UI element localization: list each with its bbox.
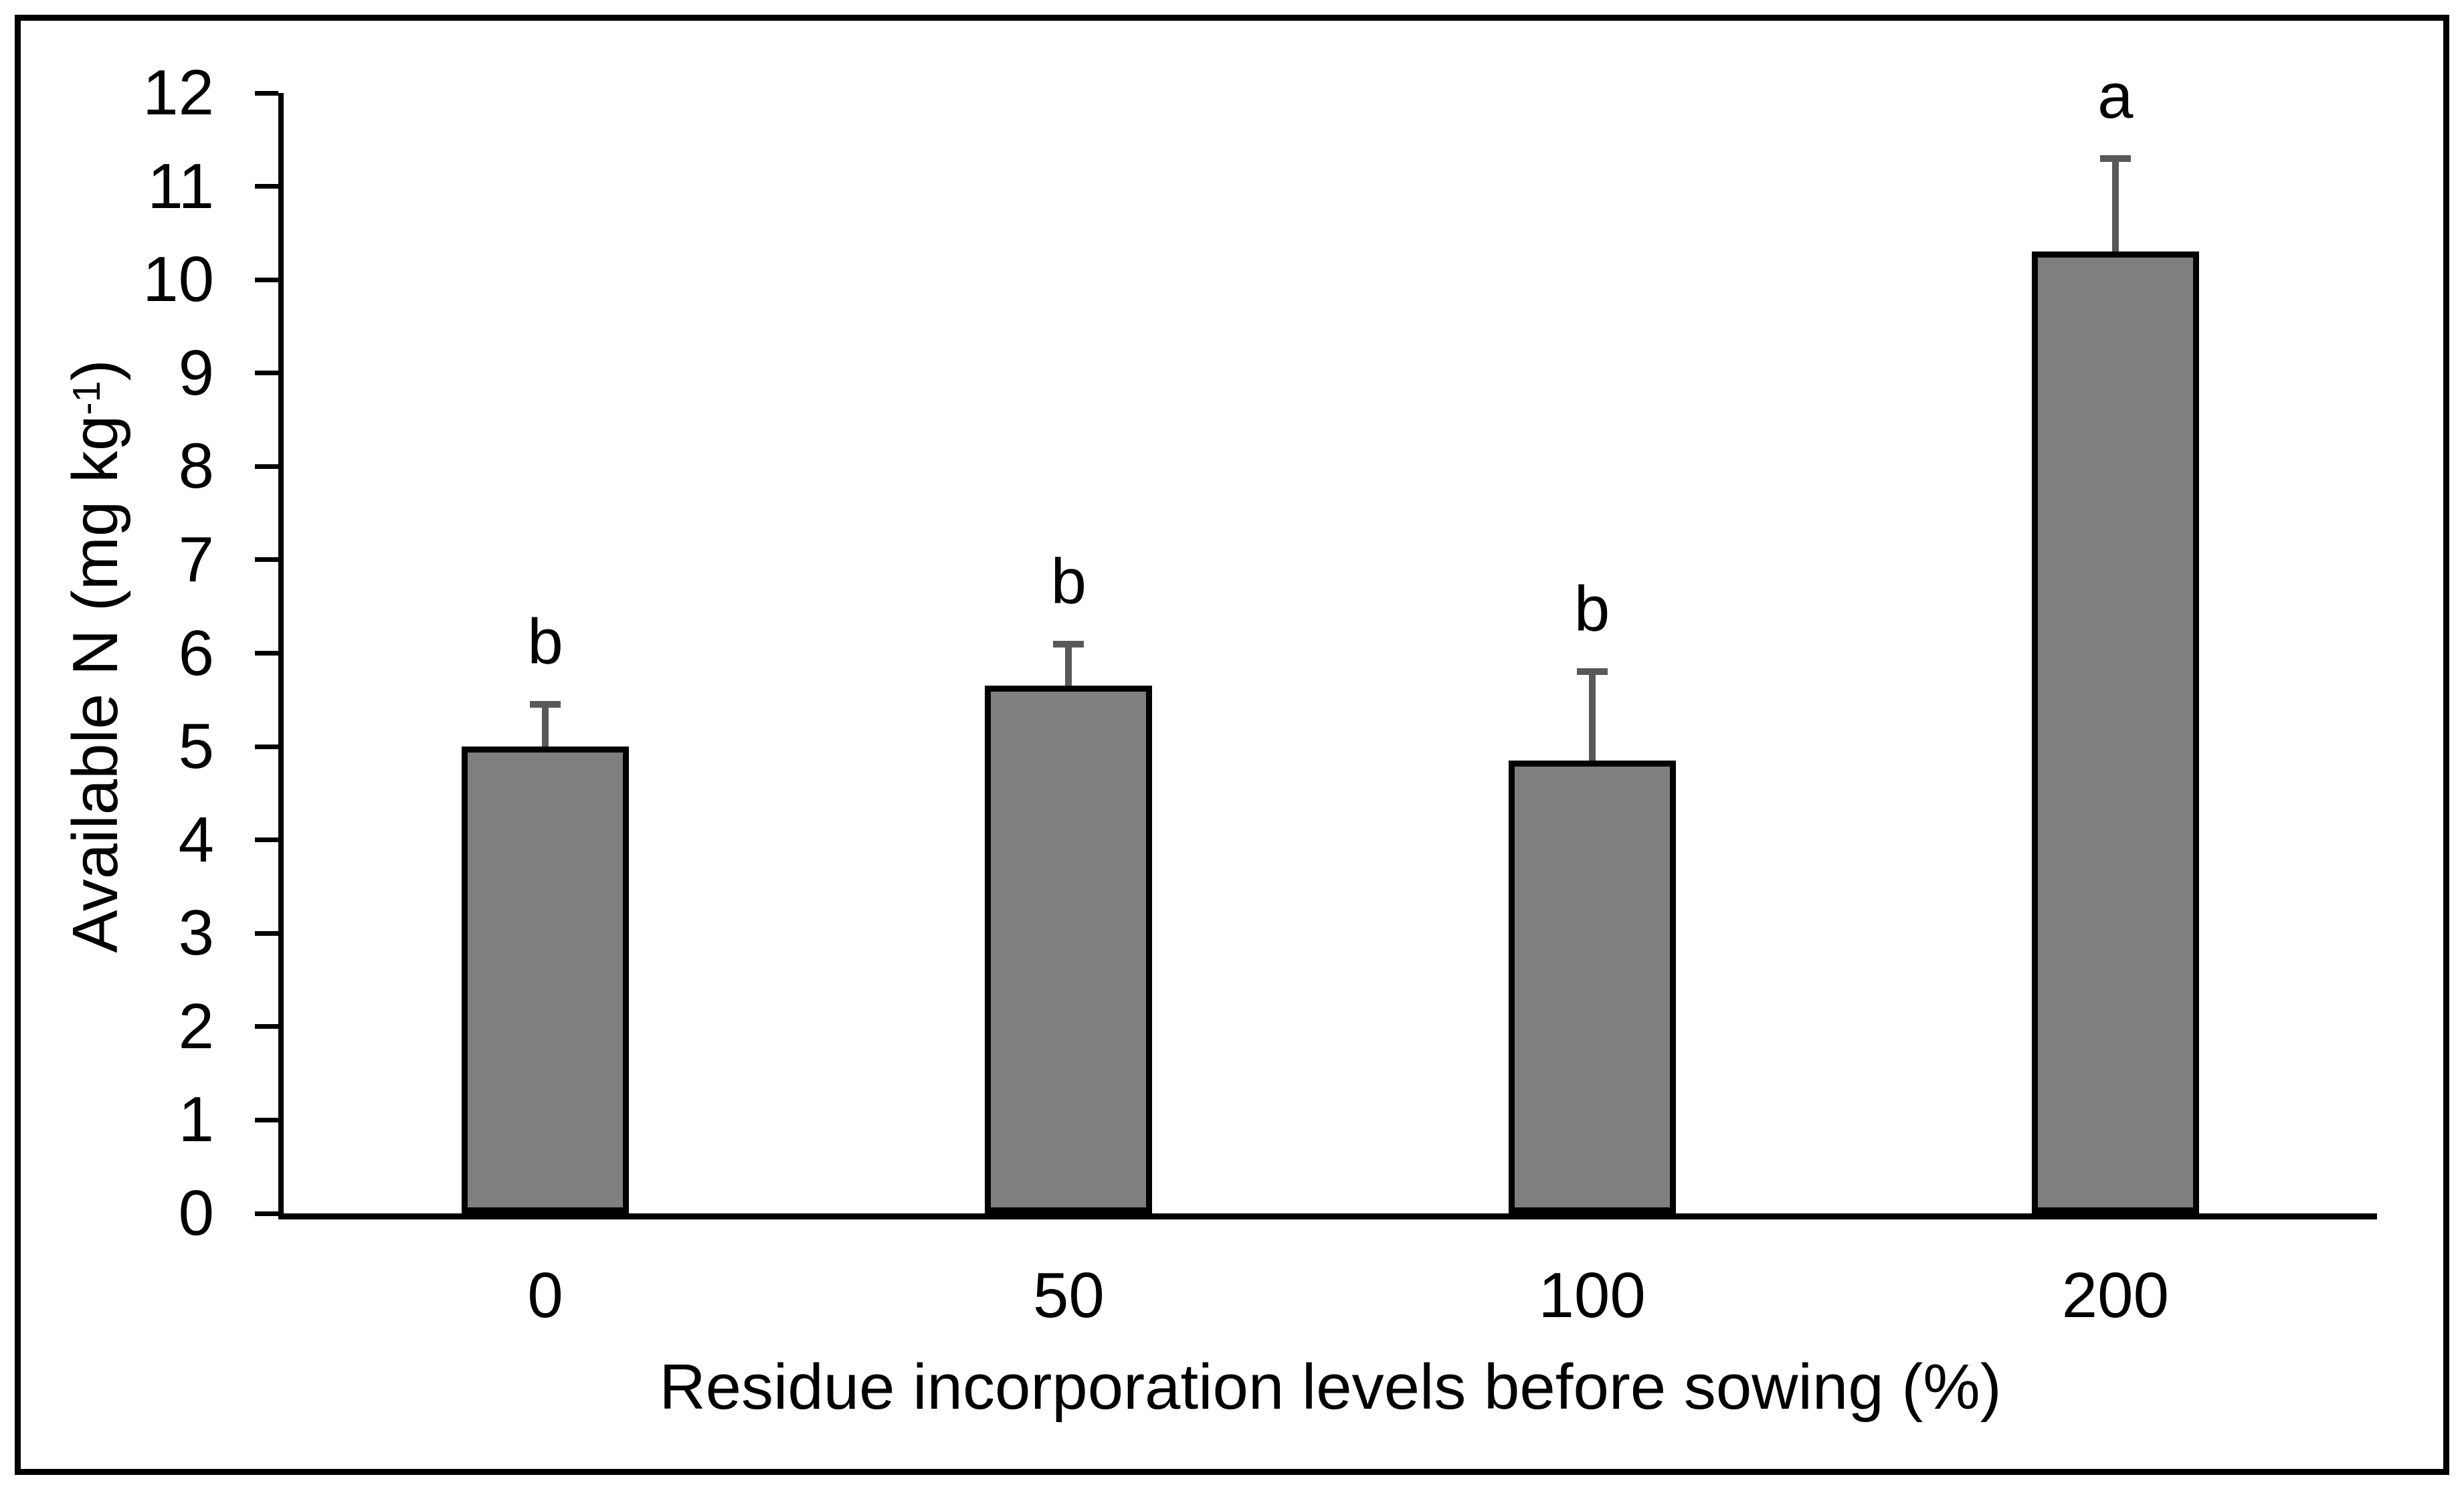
- y-axis-tick-label: 5: [178, 710, 214, 783]
- significance-letter: b: [527, 606, 563, 678]
- bar-100: [1508, 761, 1676, 1213]
- x-axis-tick-label: 200: [2061, 1260, 2169, 1331]
- y-axis-tick: [255, 837, 278, 843]
- error-bar-cap: [530, 701, 561, 708]
- significance-letter: b: [1574, 573, 1610, 646]
- y-axis-tick-label: 0: [178, 1177, 214, 1249]
- y-axis-tick: [255, 1211, 278, 1216]
- error-bar-cap: [1576, 668, 1608, 676]
- figure-border-frame: [15, 15, 2449, 1475]
- error-bar-stem: [1588, 672, 1596, 761]
- bar-50: [985, 686, 1153, 1213]
- y-axis-title: Available N (mg kg-1): [60, 359, 131, 953]
- y-axis-tick-label: 8: [178, 430, 214, 502]
- error-bar-cap: [2099, 155, 2131, 162]
- y-axis-tick: [255, 1024, 278, 1029]
- y-axis-tick-label: 11: [147, 150, 214, 222]
- y-axis-tick: [255, 930, 278, 936]
- y-axis-tick-label: 2: [178, 990, 214, 1062]
- error-bar-cap: [1053, 640, 1084, 648]
- y-axis-tick-label: 7: [178, 523, 214, 595]
- significance-letter: a: [2097, 60, 2134, 132]
- y-axis-tick-label: 12: [143, 57, 214, 128]
- error-bar-stem: [2111, 158, 2119, 252]
- y-axis-tick-label: 9: [178, 336, 214, 409]
- y-axis-tick: [255, 371, 278, 376]
- plot-area: 0 1 2 3 4 5 6 7 8 9 10 11 12 b 0 b 50 b 100 a 200 Residue inc…: [143, 61, 2377, 1419]
- error-bar-stem: [1065, 643, 1072, 686]
- y-axis-tick: [255, 184, 278, 189]
- y-axis-tick: [255, 277, 278, 282]
- x-axis-tick-label: 50: [1032, 1260, 1105, 1331]
- y-axis-title-close: ): [60, 359, 131, 381]
- y-axis-tick: [255, 1117, 278, 1122]
- bar-0: [462, 747, 630, 1213]
- y-axis-tick-label: 4: [178, 803, 214, 876]
- error-bar-stem: [542, 704, 549, 747]
- y-axis-tick: [255, 651, 278, 656]
- x-axis-tick-label: 100: [1538, 1260, 1646, 1331]
- y-axis-title-main: Available N (mg kg: [60, 415, 131, 953]
- y-axis-tick-label: 3: [178, 897, 214, 969]
- y-axis-tick-label: 6: [178, 617, 214, 689]
- x-axis-title: Residue incorporation levels before sowi…: [659, 1351, 2002, 1423]
- bar-200: [2031, 252, 2199, 1213]
- y-axis-title-superscript: -1: [66, 381, 109, 415]
- y-axis-tick: [255, 744, 278, 749]
- significance-letter: b: [1050, 545, 1087, 617]
- y-axis-tick: [255, 557, 278, 563]
- y-axis-tick: [255, 90, 278, 96]
- y-axis-tick-label: 10: [143, 243, 214, 316]
- x-axis-tick-label: 0: [527, 1260, 563, 1331]
- y-axis-tick: [255, 464, 278, 469]
- y-axis-tick-label: 1: [178, 1084, 214, 1156]
